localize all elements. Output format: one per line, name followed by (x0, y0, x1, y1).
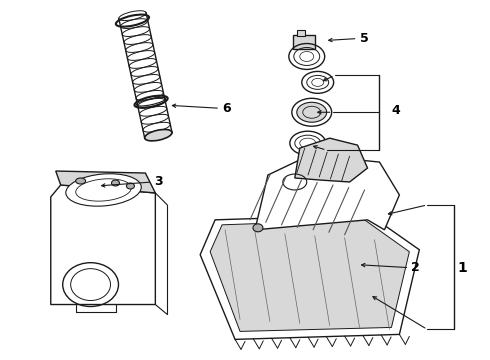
Polygon shape (210, 220, 409, 332)
Text: 5: 5 (360, 32, 368, 45)
Text: 1: 1 (457, 261, 467, 275)
Text: 3: 3 (154, 175, 163, 189)
Polygon shape (295, 138, 368, 182)
Ellipse shape (145, 130, 172, 141)
Polygon shape (255, 155, 399, 230)
Polygon shape (51, 185, 155, 305)
Ellipse shape (66, 174, 141, 206)
Ellipse shape (253, 224, 263, 232)
Bar (293, 35, 315, 49)
Bar (297, 30, 305, 36)
Text: 6: 6 (222, 102, 231, 115)
Ellipse shape (75, 178, 86, 184)
Text: 2: 2 (412, 261, 420, 274)
Polygon shape (56, 171, 155, 193)
Text: 4: 4 (392, 104, 400, 117)
Ellipse shape (126, 183, 134, 189)
Ellipse shape (297, 102, 327, 122)
Ellipse shape (112, 180, 120, 186)
Polygon shape (200, 215, 419, 339)
